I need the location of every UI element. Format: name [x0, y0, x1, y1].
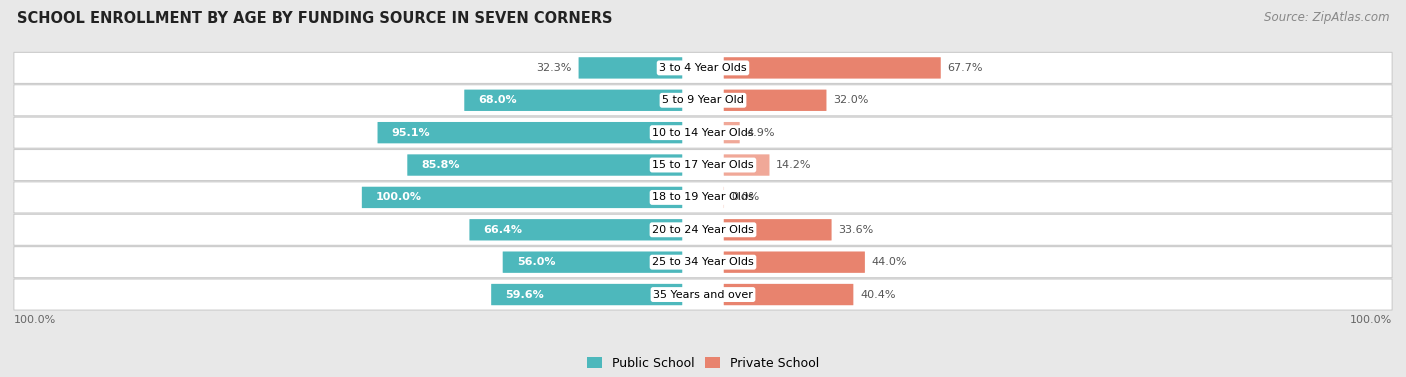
FancyBboxPatch shape	[14, 182, 1392, 213]
FancyBboxPatch shape	[724, 57, 941, 78]
Text: 59.6%: 59.6%	[505, 290, 544, 300]
Text: 32.3%: 32.3%	[536, 63, 572, 73]
FancyBboxPatch shape	[470, 219, 682, 241]
Text: 20 to 24 Year Olds: 20 to 24 Year Olds	[652, 225, 754, 235]
FancyBboxPatch shape	[408, 154, 682, 176]
FancyBboxPatch shape	[14, 214, 1392, 245]
Text: Source: ZipAtlas.com: Source: ZipAtlas.com	[1264, 11, 1389, 24]
FancyBboxPatch shape	[464, 90, 682, 111]
FancyBboxPatch shape	[14, 279, 1392, 310]
FancyBboxPatch shape	[14, 150, 1392, 181]
Text: 100.0%: 100.0%	[1350, 315, 1392, 325]
FancyBboxPatch shape	[724, 251, 865, 273]
FancyBboxPatch shape	[724, 154, 769, 176]
Text: 32.0%: 32.0%	[834, 95, 869, 105]
Text: 40.4%: 40.4%	[860, 290, 896, 300]
Text: 14.2%: 14.2%	[776, 160, 811, 170]
Text: 25 to 34 Year Olds: 25 to 34 Year Olds	[652, 257, 754, 267]
Text: 3 to 4 Year Olds: 3 to 4 Year Olds	[659, 63, 747, 73]
FancyBboxPatch shape	[724, 219, 831, 241]
Legend: Public School, Private School: Public School, Private School	[582, 352, 824, 375]
Text: 0.0%: 0.0%	[731, 192, 759, 202]
Text: 33.6%: 33.6%	[838, 225, 873, 235]
Text: 100.0%: 100.0%	[14, 315, 56, 325]
Text: SCHOOL ENROLLMENT BY AGE BY FUNDING SOURCE IN SEVEN CORNERS: SCHOOL ENROLLMENT BY AGE BY FUNDING SOUR…	[17, 11, 613, 26]
FancyBboxPatch shape	[724, 284, 853, 305]
Text: 4.9%: 4.9%	[747, 128, 775, 138]
Text: 68.0%: 68.0%	[478, 95, 517, 105]
FancyBboxPatch shape	[14, 85, 1392, 116]
Text: 66.4%: 66.4%	[484, 225, 523, 235]
Text: 67.7%: 67.7%	[948, 63, 983, 73]
Text: 15 to 17 Year Olds: 15 to 17 Year Olds	[652, 160, 754, 170]
FancyBboxPatch shape	[361, 187, 682, 208]
FancyBboxPatch shape	[724, 90, 827, 111]
Text: 35 Years and over: 35 Years and over	[652, 290, 754, 300]
FancyBboxPatch shape	[378, 122, 682, 143]
FancyBboxPatch shape	[724, 122, 740, 143]
FancyBboxPatch shape	[14, 117, 1392, 148]
Text: 95.1%: 95.1%	[392, 128, 430, 138]
FancyBboxPatch shape	[14, 52, 1392, 83]
FancyBboxPatch shape	[503, 251, 682, 273]
Text: 44.0%: 44.0%	[872, 257, 907, 267]
Text: 56.0%: 56.0%	[517, 257, 555, 267]
Text: 10 to 14 Year Olds: 10 to 14 Year Olds	[652, 128, 754, 138]
Text: 85.8%: 85.8%	[422, 160, 460, 170]
FancyBboxPatch shape	[14, 247, 1392, 278]
Text: 5 to 9 Year Old: 5 to 9 Year Old	[662, 95, 744, 105]
FancyBboxPatch shape	[491, 284, 682, 305]
FancyBboxPatch shape	[579, 57, 682, 78]
Text: 100.0%: 100.0%	[375, 192, 422, 202]
Text: 18 to 19 Year Olds: 18 to 19 Year Olds	[652, 192, 754, 202]
